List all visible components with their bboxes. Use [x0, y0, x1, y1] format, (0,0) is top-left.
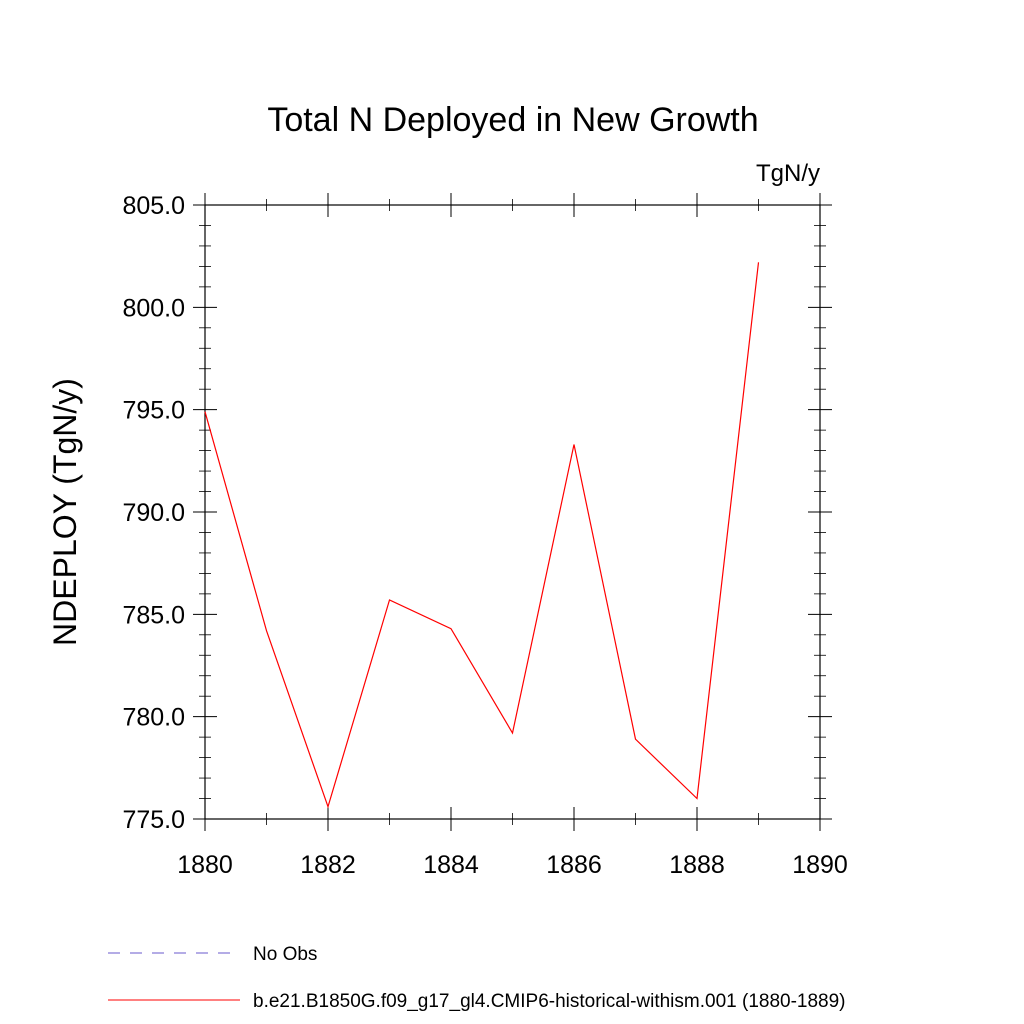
x-tick-label: 1880 [177, 851, 233, 879]
legend-label: No Obs [253, 944, 317, 965]
units-label: TgN/y [756, 160, 820, 187]
y-tick-label: 780.0 [122, 704, 185, 732]
x-tick-label: 1888 [669, 851, 725, 879]
x-tick-label: 1884 [423, 851, 479, 879]
series-lines [204, 262, 760, 809]
y-tick-label: 790.0 [122, 499, 185, 527]
y-tick-label: 785.0 [122, 601, 185, 629]
axis-ticks [193, 193, 832, 831]
y-tick-label: 800.0 [122, 294, 185, 322]
x-tick-label: 1886 [546, 851, 602, 879]
legend-label: b.e21.B1850G.f09_g17_gl4.CMIP6-historica… [253, 991, 846, 1012]
plot-frame [204, 204, 821, 820]
y-axis-label: NDEPLOY (TgN/y) [47, 378, 83, 646]
x-tick-labels: 1880 1882 1884 1886 1888 1890 [177, 851, 848, 879]
series-line [204, 262, 760, 809]
y-tick-label: 775.0 [122, 806, 185, 834]
x-tick-label: 1890 [792, 851, 848, 879]
chart-title: Total N Deployed in New Growth [267, 101, 758, 139]
y-tick-label: 805.0 [122, 192, 185, 220]
y-tick-label: 795.0 [122, 397, 185, 425]
x-tick-label: 1882 [300, 851, 356, 879]
legend: No Obs b.e21.B1850G.f09_g17_gl4.CMIP6-his… [108, 944, 846, 1012]
y-tick-labels: 775.0 780.0 785.0 790.0 795.0 800.0 805.0 [122, 192, 185, 834]
